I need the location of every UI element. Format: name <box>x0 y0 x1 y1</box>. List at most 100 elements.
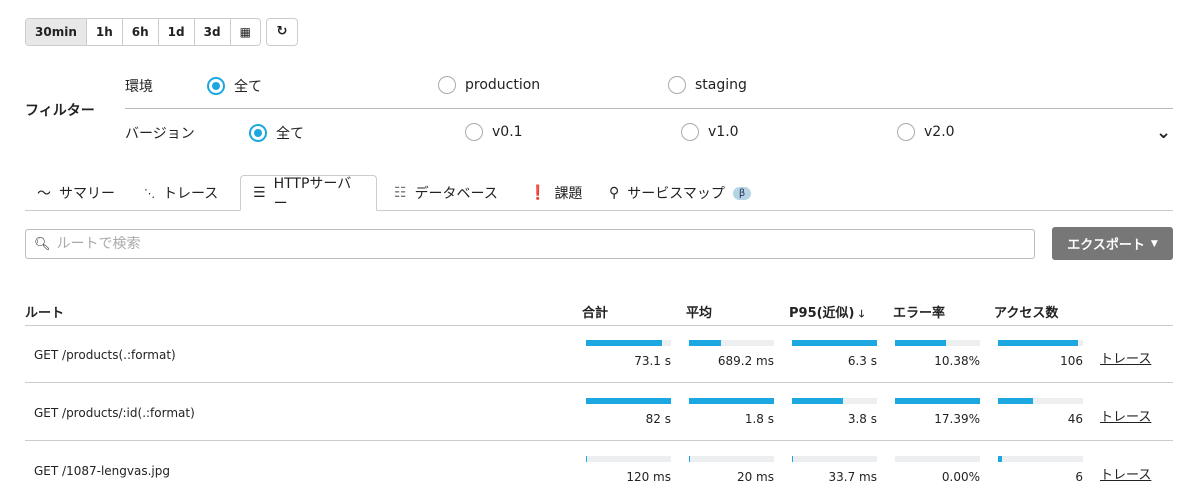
export-button[interactable]: エクスポート ▼ <box>1052 227 1173 260</box>
bar-fill <box>792 398 843 404</box>
average-value: 1.8 s <box>744 412 774 426</box>
chart-line-icon: 〜 <box>37 186 51 202</box>
tab-http-server[interactable]: ☰ HTTPサーバー <box>240 175 377 212</box>
row-divider <box>25 440 1173 441</box>
database-icon: ☷ <box>394 185 407 201</box>
header-total[interactable]: 合計 <box>582 306 609 321</box>
version-v0.1-radio[interactable]: v0.1 <box>465 123 523 141</box>
range-6h[interactable]: 6h <box>123 19 159 45</box>
route-cell: GET /products/:id(.:format) <box>34 406 195 420</box>
error-rate-value: 0.00% <box>941 470 980 484</box>
header-p95[interactable]: P95(近似) 🡓 <box>789 302 864 324</box>
error-rate-cell: 0.00% <box>895 456 980 484</box>
error-rate-cell: 17.39% <box>895 398 980 426</box>
tabs-border <box>25 210 1173 211</box>
time-range-selector: 30min 1h 6h 1d 3d ▦ <box>25 18 261 46</box>
service-map-icon: ⚲ <box>609 185 620 201</box>
error-rate-bar <box>895 456 980 462</box>
env-staging-radio[interactable]: staging <box>668 76 747 94</box>
p95-bar <box>792 340 877 346</box>
header-route[interactable]: ルート <box>25 306 65 321</box>
header-access-count[interactable]: アクセス数 <box>994 306 1059 321</box>
average-cell: 20 ms <box>689 456 774 484</box>
access-count-bar <box>998 340 1083 346</box>
access-count-cell: 106 <box>998 340 1083 368</box>
access-count-bar <box>998 398 1083 404</box>
header-error-rate[interactable]: エラー率 <box>893 306 946 321</box>
tab-issues[interactable]: ❗ 課題 <box>517 175 594 211</box>
range-1d[interactable]: 1d <box>159 19 195 45</box>
calendar-icon[interactable]: ▦ <box>239 25 251 39</box>
tab-database[interactable]: ☷ データベース <box>382 175 510 211</box>
header-label: P95(近似) <box>789 306 855 321</box>
trace-icon: ⋱ <box>144 186 155 200</box>
row-divider <box>25 382 1173 383</box>
chevron-down-icon[interactable]: ⌄ <box>1156 122 1172 143</box>
search-icon: 🔍︎ <box>34 236 51 252</box>
tab-service-map[interactable]: ⚲ サービスマップ β <box>597 175 763 211</box>
error-rate-bar <box>895 340 980 346</box>
bar-fill <box>689 456 691 462</box>
server-icon: ☰ <box>253 185 266 201</box>
search-input-box[interactable]: 🔍︎ <box>25 229 1035 259</box>
total-value: 73.1 s <box>634 354 671 368</box>
radio-label: 全て <box>276 126 304 142</box>
access-count-value: 106 <box>1060 354 1083 368</box>
p95-value: 6.3 s <box>847 354 877 368</box>
exclamation-icon: ❗ <box>529 185 547 201</box>
version-v2.0-radio[interactable]: v2.0 <box>897 123 955 141</box>
env-production-radio[interactable]: production <box>438 76 540 94</box>
refresh-icon[interactable]: ↻ <box>266 18 298 46</box>
bar-fill <box>895 340 946 346</box>
total-cell: 73.1 s <box>586 340 671 368</box>
version-v1.0-radio[interactable]: v1.0 <box>681 123 739 141</box>
header-average[interactable]: 平均 <box>686 306 713 321</box>
total-value: 120 ms <box>626 470 671 484</box>
p95-cell: 6.3 s <box>792 340 877 368</box>
bar-fill <box>998 398 1033 404</box>
beta-badge: β <box>732 186 752 200</box>
bar-fill <box>998 340 1078 346</box>
range-3d[interactable]: 3d <box>195 19 231 45</box>
tab-label: サービスマップ <box>627 186 725 202</box>
total-bar <box>586 340 671 346</box>
env-all-radio[interactable]: 全て <box>207 76 262 96</box>
bar-fill <box>586 398 671 404</box>
average-bar <box>689 340 774 346</box>
tab-label: トレース <box>163 186 219 202</box>
total-bar <box>586 398 671 404</box>
search-input[interactable] <box>56 236 1034 252</box>
export-label: エクスポート <box>1067 238 1145 253</box>
tab-summary[interactable]: 〜サマリー <box>25 175 127 211</box>
sort-down-icon: 🡓 <box>859 309 865 320</box>
average-value: 20 ms <box>736 470 774 484</box>
error-rate-value: 17.39% <box>934 412 980 426</box>
caret-down-icon: ▼ <box>1150 238 1158 249</box>
access-count-cell: 46 <box>998 398 1083 426</box>
p95-cell: 3.8 s <box>792 398 877 426</box>
version-all-radio[interactable]: 全て <box>249 123 304 143</box>
radio-label: production <box>465 77 541 93</box>
tab-trace[interactable]: ⋱ トレース <box>132 175 230 211</box>
access-count-value: 46 <box>1067 412 1083 426</box>
error-rate-value: 10.38% <box>934 354 980 368</box>
trace-link[interactable]: トレース <box>1100 352 1152 367</box>
radio-label: v0.1 <box>492 124 523 140</box>
total-bar <box>586 456 671 462</box>
p95-bar <box>792 456 877 462</box>
total-value: 82 s <box>645 412 671 426</box>
total-cell: 120 ms <box>586 456 671 484</box>
access-count-bar <box>998 456 1083 462</box>
range-1h[interactable]: 1h <box>87 19 123 45</box>
bar-fill <box>792 456 794 462</box>
trace-link[interactable]: トレース <box>1100 468 1152 483</box>
average-bar <box>689 398 774 404</box>
radio-label: staging <box>695 77 747 93</box>
radio-label: v2.0 <box>924 124 955 140</box>
range-30min[interactable]: 30min <box>26 19 87 45</box>
tab-label: HTTPサーバー <box>273 176 352 212</box>
tab-label: サマリー <box>59 186 115 202</box>
bar-fill <box>586 340 662 346</box>
error-rate-bar <box>895 398 980 404</box>
trace-link[interactable]: トレース <box>1100 410 1152 425</box>
